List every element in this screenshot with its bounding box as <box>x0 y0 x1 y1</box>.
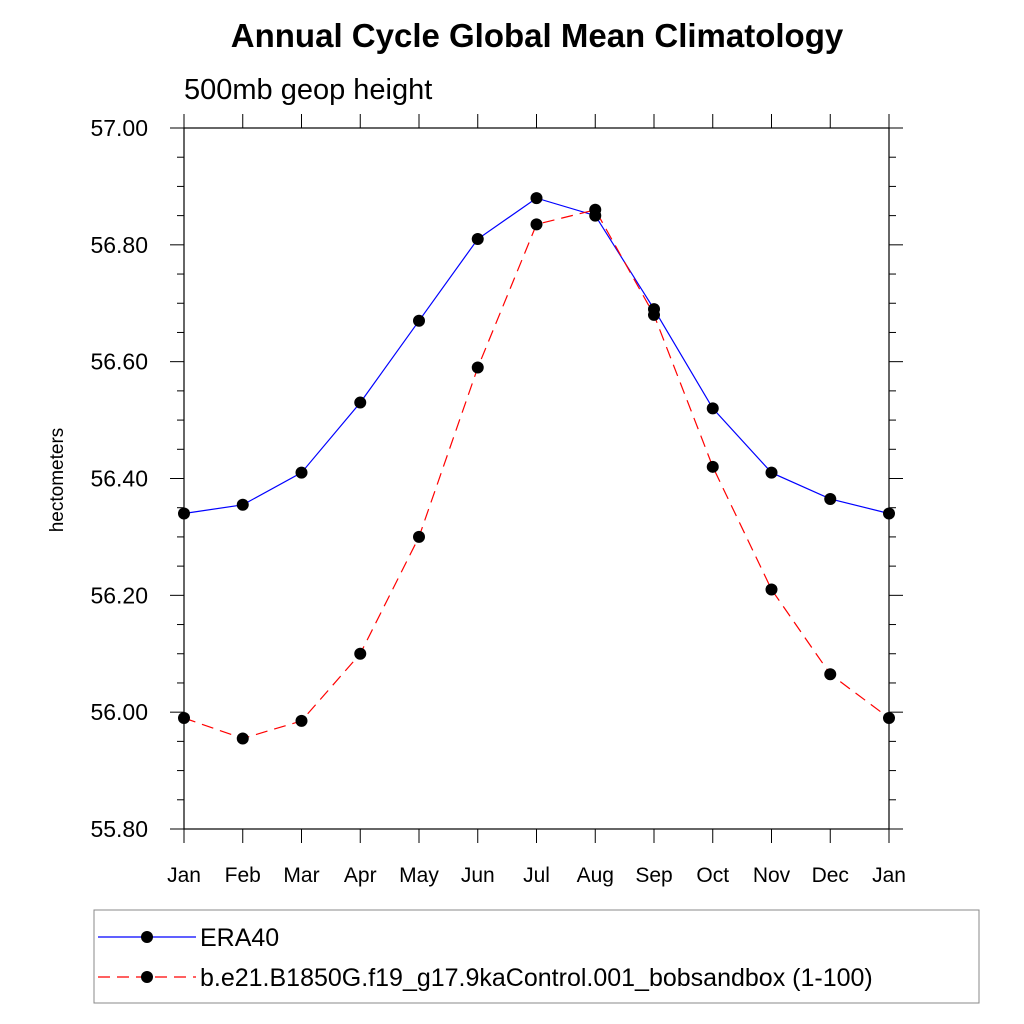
series-0-point <box>471 232 484 245</box>
x-tick-label: Apr <box>344 864 377 887</box>
series-0-point <box>765 466 778 479</box>
legend-label-1: b.e21.B1850G.f19_g17.9kaControl.001_bobs… <box>200 964 873 992</box>
series-lines <box>183 197 890 740</box>
axis-ticks <box>170 114 903 843</box>
series-1-point <box>530 218 543 231</box>
series-0-point <box>295 466 308 479</box>
series-line-1 <box>183 209 890 740</box>
y-tick-label: 56.80 <box>90 232 148 258</box>
series-0-point <box>236 498 249 511</box>
legend-marker-1 <box>141 971 153 983</box>
y-tick-label: 56.60 <box>90 349 148 375</box>
legend-label-0: ERA40 <box>200 924 279 952</box>
legend-box <box>93 909 980 1004</box>
x-tick-label: Jan <box>167 864 201 887</box>
series-1-point <box>824 668 837 681</box>
x-tick-label: Sep <box>635 864 672 887</box>
series-0-point <box>706 402 719 415</box>
y-tick-label: 56.20 <box>90 582 148 608</box>
x-tick-label: Aug <box>577 864 614 887</box>
series-1-point <box>236 732 249 745</box>
series-0-point <box>824 492 837 505</box>
series-1-point <box>413 530 425 543</box>
series-0-point <box>413 314 425 327</box>
legend: ERA40 b.e21.B1850G.f19_g17.9kaControl.001… <box>98 924 873 992</box>
series-1-point <box>471 361 484 374</box>
chart-title: Annual Cycle Global Mean Climatology <box>231 17 844 54</box>
y-tick-label: 57.00 <box>90 115 148 141</box>
series-markers <box>178 192 895 745</box>
x-tick-label: Jun <box>461 864 495 887</box>
x-tick-label: Feb <box>225 864 261 887</box>
y-tick-labels: 55.80 56.00 56.20 56.40 56.60 56.80 57.00 <box>90 115 148 842</box>
x-tick-label: Nov <box>753 864 791 887</box>
x-tick-label: Oct <box>696 864 729 887</box>
series-1-point <box>589 203 602 216</box>
x-tick-label: Jan <box>872 864 906 887</box>
series-1-point <box>648 308 660 321</box>
x-tick-label: May <box>399 864 439 887</box>
x-tick-label: Jul <box>523 864 550 887</box>
series-0-point <box>883 507 895 520</box>
series-1-point <box>295 714 308 727</box>
y-tick-label: 56.40 <box>90 466 148 492</box>
series-1-point <box>178 712 190 725</box>
series-0-point <box>178 507 190 520</box>
series-line-0 <box>183 197 890 515</box>
series-1-point <box>706 460 719 473</box>
x-tick-label: Mar <box>283 864 319 887</box>
legend-marker-0 <box>141 931 153 943</box>
y-tick-label: 55.80 <box>90 816 148 842</box>
series-0-point <box>530 192 543 205</box>
series-1-point <box>765 583 778 596</box>
y-tick-label: 56.00 <box>90 699 148 725</box>
series-1-point <box>883 712 895 725</box>
series-0-point <box>354 396 367 409</box>
chart-subtitle: 500mb geop height <box>184 74 432 106</box>
x-tick-labels: Jan Feb Mar Apr May Jun Jul Aug Sep Oct Nov Dec Jan <box>167 864 906 887</box>
y-axis-label: hectometers <box>47 428 68 533</box>
x-tick-label: Dec <box>812 864 849 887</box>
series-1-point <box>354 647 367 660</box>
